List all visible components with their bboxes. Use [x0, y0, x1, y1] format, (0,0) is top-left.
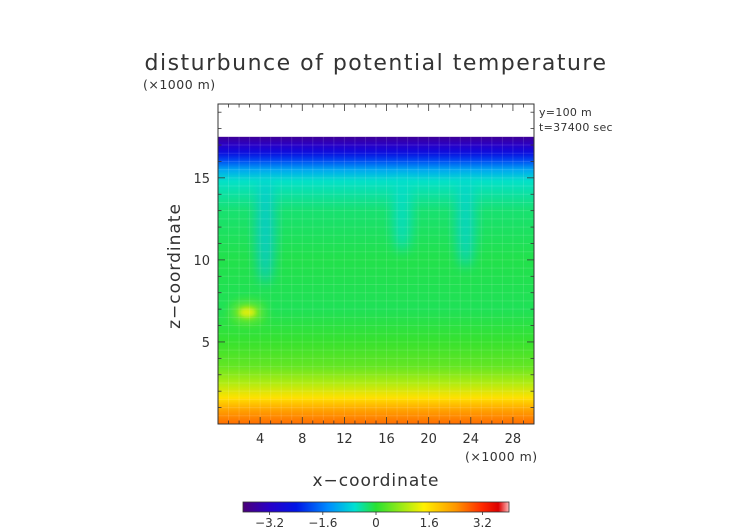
x-tick-label: 20 — [420, 432, 437, 447]
colorbar-ticks: −3.2 −1.6 0 1.6 3.2 — [255, 512, 492, 530]
plot-area: 4 8 12 16 20 24 28 5 10 15 — [193, 103, 535, 447]
colorbar-tick-label: 1.6 — [420, 516, 439, 530]
colorbar-fill — [242, 501, 510, 513]
annotation-y: y=100 m — [539, 106, 592, 119]
colorbar-tick-label: 3.2 — [473, 516, 492, 530]
x-axis: 4 8 12 16 20 24 28 — [228, 104, 524, 447]
y-axis-label: z−coordinate — [165, 203, 185, 329]
y-tick-label: 5 — [202, 336, 210, 351]
temperature-field — [218, 136, 534, 425]
x-tick-label: 24 — [463, 432, 480, 447]
x-tick-label: 12 — [336, 432, 353, 447]
z-unit-label: (×1000 m) — [143, 77, 216, 92]
y-axis: 5 10 15 — [193, 111, 534, 408]
cool-plume — [456, 177, 475, 269]
chart-title: disturbunce of potential temperature — [145, 51, 608, 76]
x-tick-label: 4 — [256, 432, 264, 447]
cool-plume — [256, 177, 275, 285]
x-tick-label: 16 — [378, 432, 395, 447]
y-tick-label: 15 — [193, 172, 210, 187]
x-unit-label: (×1000 m) — [465, 449, 538, 464]
colorbar: −3.2 −1.6 0 1.6 3.2 — [242, 501, 510, 530]
y-tick-label: 10 — [193, 254, 210, 269]
x-tick-label: 28 — [505, 432, 522, 447]
warm-blob-core — [239, 307, 256, 317]
colorbar-tick-label: −1.6 — [308, 516, 337, 530]
colorbar-tick-label: 0 — [372, 516, 380, 530]
cool-plume — [393, 177, 412, 252]
x-tick-label: 8 — [298, 432, 306, 447]
annotation-t: t=37400 sec — [539, 121, 613, 134]
field-features — [231, 177, 475, 322]
x-axis-label: x−coordinate — [313, 471, 440, 491]
colorbar-tick-label: −3.2 — [255, 516, 284, 530]
plot-grid — [218, 136, 534, 424]
